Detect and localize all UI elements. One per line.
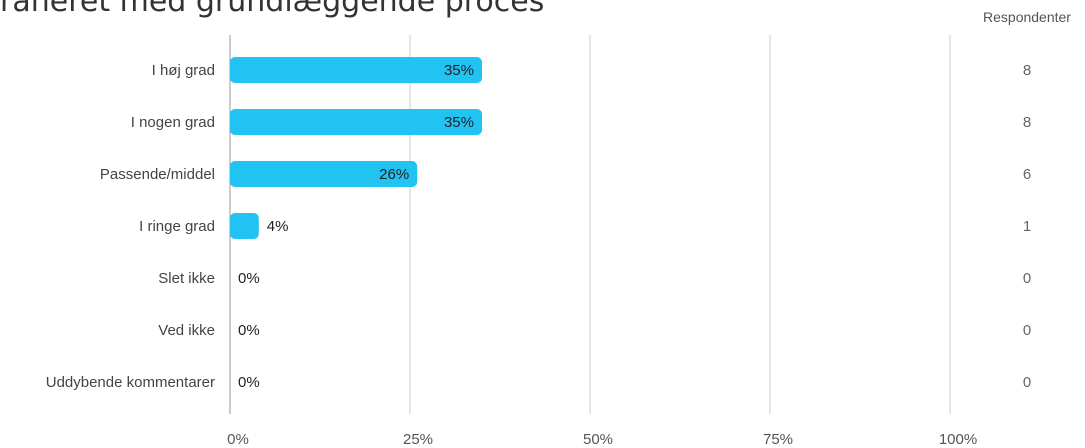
data-label: 35% [444, 114, 474, 131]
respondent-count: 0 [1023, 374, 1031, 391]
data-label: 0% [238, 322, 260, 339]
category-label: Ved ikke [158, 322, 215, 339]
respondent-count: 8 [1023, 62, 1031, 79]
data-label: 26% [379, 166, 409, 183]
data-label: 0% [238, 374, 260, 391]
x-tick-label: 100% [939, 431, 977, 448]
data-label: 0% [238, 270, 260, 287]
respondent-count: 6 [1023, 166, 1031, 183]
respondent-count: 8 [1023, 114, 1031, 131]
data-label: 4% [267, 218, 289, 235]
respondent-count: 0 [1023, 270, 1031, 287]
bar [230, 109, 482, 135]
category-label: Uddybende kommentarer [46, 374, 215, 391]
x-tick-label: 50% [583, 431, 613, 448]
bars [230, 57, 482, 239]
bar [230, 57, 482, 83]
bar [230, 161, 418, 187]
category-label: I ringe grad [139, 218, 215, 235]
respondents-header: Respondenter [983, 9, 1071, 25]
bar [230, 213, 259, 239]
category-label: I høj grad [152, 62, 215, 79]
x-tick-label: 0% [227, 431, 249, 448]
x-tick-label: 25% [403, 431, 433, 448]
page-title: raneret med grundlæggende proces [0, 0, 545, 19]
respondent-count: 1 [1023, 218, 1031, 235]
category-label: I nogen grad [131, 114, 215, 131]
category-label: Passende/middel [100, 166, 215, 183]
category-label: Slet ikke [158, 270, 215, 287]
gridlines [229, 35, 951, 414]
x-tick-label: 75% [763, 431, 793, 448]
respondent-count: 0 [1023, 322, 1031, 339]
labels: 0% 25% 50% 75% 100%I høj grad 35% 8I nogen gra… [46, 62, 1031, 448]
data-label: 35% [444, 62, 474, 79]
